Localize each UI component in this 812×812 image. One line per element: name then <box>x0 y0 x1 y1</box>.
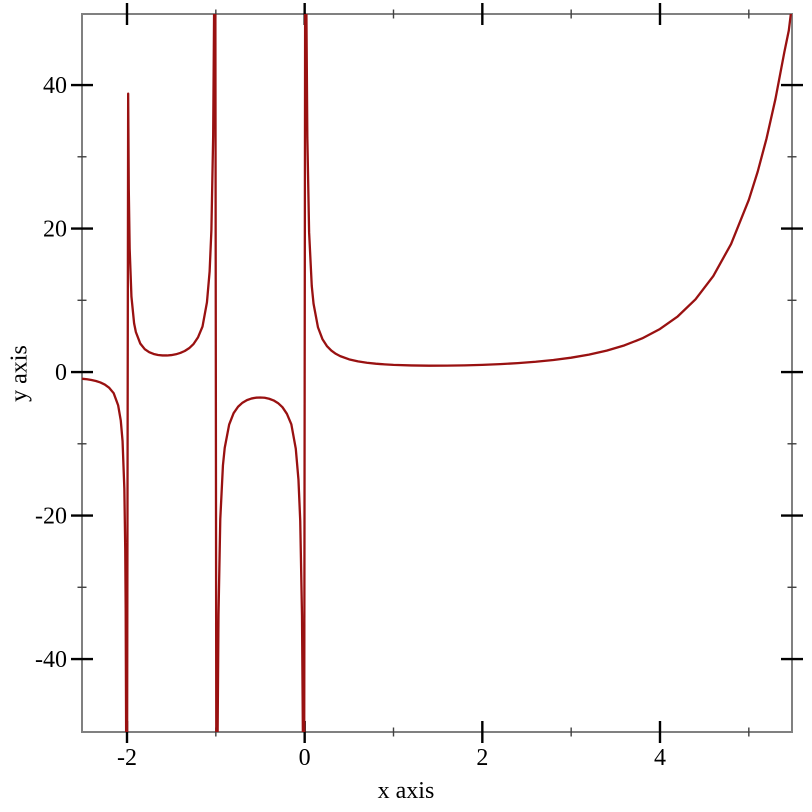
x-axis-title: x axis <box>377 778 435 804</box>
x-tick-label: 4 <box>654 745 666 771</box>
x-tick-label: -2 <box>117 745 137 771</box>
y-tick-label: 40 <box>43 73 67 99</box>
x-tick-label: 0 <box>299 745 311 771</box>
y-axis-title: y axis <box>6 345 33 402</box>
plot-frame <box>81 13 793 733</box>
y-tick-label: 20 <box>43 217 67 243</box>
y-tick-label: 0 <box>55 360 67 386</box>
y-tick-label: -20 <box>35 504 67 530</box>
x-tick-label: 2 <box>476 745 488 771</box>
y-tick-label: -40 <box>35 647 67 673</box>
gamma-curve <box>82 14 792 732</box>
